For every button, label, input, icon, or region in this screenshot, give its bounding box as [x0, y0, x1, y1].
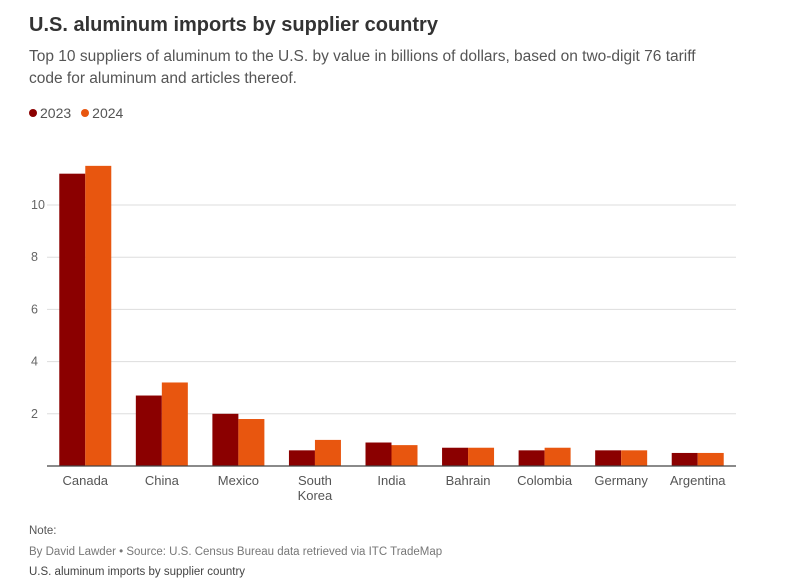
y-tick-label-8: 8	[31, 250, 38, 264]
x-tick-label-germany: Germany	[594, 473, 648, 488]
legend-swatch-2024	[81, 109, 90, 117]
bar-2023-canada	[59, 173, 86, 466]
bar-2024-india	[391, 445, 418, 466]
chart-title: U.S. aluminum imports by supplier countr…	[29, 14, 438, 36]
bar-2024-argentina	[697, 452, 724, 466]
y-tick-label-10: 10	[31, 198, 45, 212]
x-tick-label-china: China	[145, 473, 180, 488]
legend-item-2023: 2023	[29, 105, 71, 121]
bar-2024-colombia	[544, 447, 571, 466]
bar-2023-south-korea	[288, 450, 315, 466]
legend-item-2024: 2024	[81, 105, 123, 121]
legend-label-2023: 2023	[40, 105, 72, 121]
bar-2024-china	[161, 382, 188, 466]
chart-subtitle: Top 10 suppliers of aluminum to the U.S.…	[29, 48, 696, 87]
legend-label-2024: 2024	[92, 105, 124, 121]
bar-2023-india	[365, 442, 392, 466]
bar-2023-germany	[595, 450, 622, 466]
y-tick-label-6: 6	[31, 302, 38, 316]
bar-2023-mexico	[212, 413, 239, 466]
bar-2023-argentina	[671, 452, 698, 466]
legend-swatch-2023	[29, 109, 37, 117]
chart-source: By David Lawder • Source: U.S. Census Bu…	[29, 546, 443, 558]
x-tick-label-south-korea-0: South	[298, 473, 332, 488]
x-tick-label-bahrain: Bahrain	[446, 473, 491, 488]
x-tick-label-argentina: Argentina	[670, 473, 726, 488]
x-tick-label-mexico: Mexico	[218, 473, 259, 488]
bar-2024-germany	[621, 450, 648, 466]
x-tick-label-south-korea-1: Korea	[298, 488, 333, 503]
bar-2023-china	[135, 395, 162, 466]
chart-note: Note:	[29, 525, 57, 537]
bar-2024-mexico	[238, 419, 265, 466]
x-tick-label-canada: Canada	[63, 473, 109, 488]
x-tick-label-colombia: Colombia	[517, 473, 573, 488]
chart-caption: U.S. aluminum imports by supplier countr…	[29, 566, 246, 578]
bar-2024-south-korea	[314, 439, 341, 466]
legend: 2023 2024	[29, 105, 127, 121]
bar-2023-colombia	[518, 450, 545, 466]
x-tick-label-india: India	[377, 473, 406, 488]
y-tick-label-4: 4	[31, 355, 38, 369]
bar-2023-bahrain	[442, 447, 469, 466]
y-tick-label-2: 2	[31, 407, 38, 421]
bar-2024-bahrain	[468, 447, 495, 466]
bar-2024-canada	[85, 165, 112, 466]
